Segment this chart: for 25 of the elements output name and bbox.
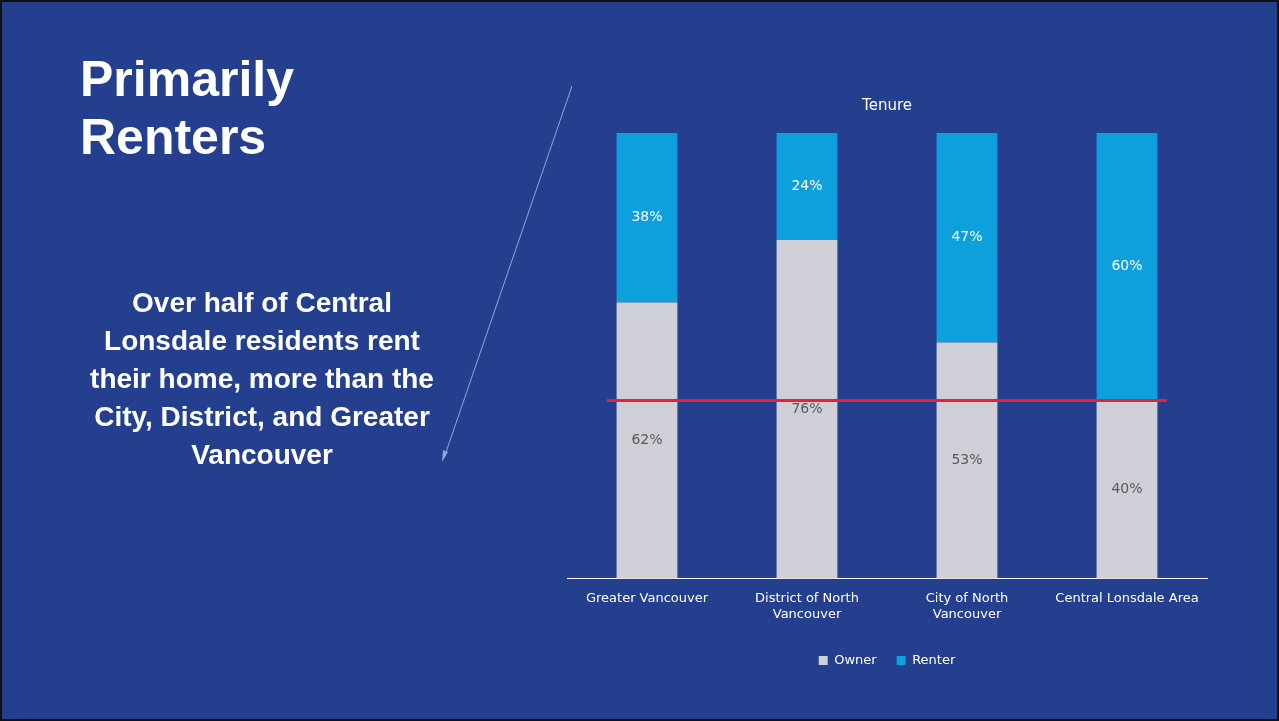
data-label: 62%	[631, 431, 663, 448]
bar	[936, 342, 998, 579]
bar	[936, 133, 998, 343]
bar	[1096, 400, 1158, 579]
bar	[616, 302, 678, 579]
bar	[776, 239, 838, 579]
x-tick-label: City of North Vancouver	[925, 589, 1009, 621]
bar	[1096, 133, 1158, 401]
chart-title: Tenure	[861, 95, 912, 114]
legend-label: Owner	[834, 651, 878, 667]
text: Primarily Renters	[80, 50, 295, 166]
data-label: 47%	[951, 228, 983, 245]
data-label: 38%	[631, 208, 663, 225]
data-label: 53%	[951, 451, 983, 468]
x-tick-label: District of North Vancouver	[755, 589, 859, 621]
bar	[616, 133, 678, 303]
data-label: 60%	[1111, 257, 1143, 274]
data-label: 40%	[1111, 480, 1143, 497]
x-tick-label: Central Lonsdale Area	[1055, 589, 1199, 605]
bar	[776, 133, 838, 240]
data-label: 24%	[791, 177, 823, 194]
legend-label: Renter	[912, 651, 956, 667]
text: Over half of Central Lonsdale residents rent their home, more than the City, District, and Greater Vancouver	[89, 286, 435, 472]
x-tick-label: Greater Vancouver	[585, 589, 709, 605]
data-label: 76%	[791, 400, 823, 417]
